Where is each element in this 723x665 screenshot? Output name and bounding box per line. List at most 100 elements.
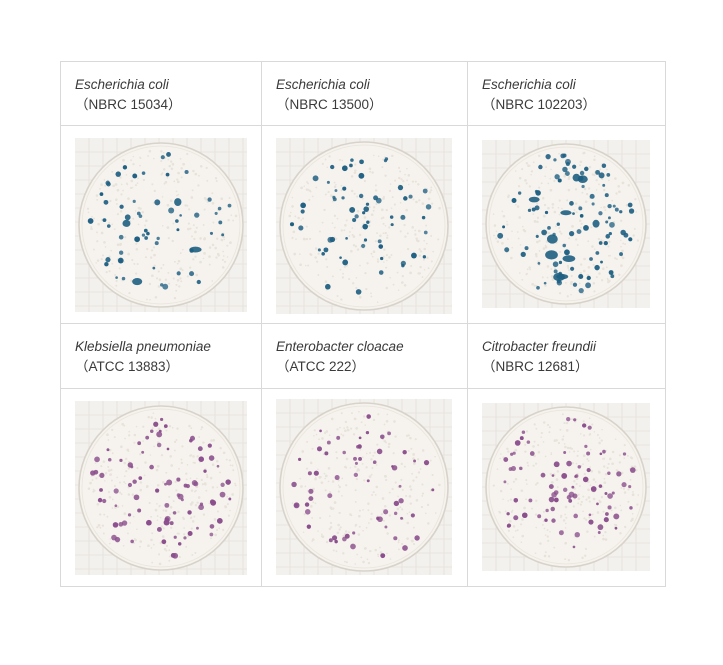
- strain-id: （ATCC 222）: [276, 359, 366, 375]
- colony: [422, 255, 427, 259]
- colony: [556, 222, 560, 227]
- colony: [610, 274, 615, 279]
- colony: [628, 484, 632, 488]
- colony: [228, 497, 232, 500]
- colony: [553, 497, 559, 502]
- colony: [141, 171, 146, 176]
- colony: [589, 257, 593, 261]
- colony: [511, 198, 517, 204]
- colony: [411, 252, 417, 259]
- colony: [154, 199, 161, 206]
- colony: [591, 202, 595, 206]
- colony: [106, 224, 111, 228]
- colony: [553, 158, 557, 162]
- colony: [512, 451, 516, 455]
- colony: [363, 238, 368, 242]
- colony: [327, 492, 333, 498]
- species-name: Citrobacter freundii: [482, 339, 597, 355]
- colony: [137, 440, 142, 445]
- colony: [510, 452, 514, 456]
- culture-plate-image: [482, 402, 650, 571]
- colony: [558, 529, 564, 535]
- colony: [324, 450, 329, 455]
- colony: [535, 234, 539, 239]
- colony: [380, 552, 386, 558]
- colony: [513, 514, 519, 520]
- colony: [506, 511, 510, 516]
- colony: [378, 244, 384, 249]
- colony: [334, 539, 338, 543]
- colony: [156, 236, 160, 241]
- colony: [598, 241, 603, 245]
- colony: [332, 195, 336, 200]
- colony: [176, 477, 181, 482]
- colony: [334, 189, 338, 193]
- colony: [594, 265, 600, 271]
- colony: [553, 460, 560, 467]
- colony: [566, 460, 572, 466]
- colony: [595, 170, 601, 175]
- culture-plate-image: [75, 138, 247, 313]
- plate-image-cell: [60, 125, 262, 325]
- colony: [354, 461, 358, 465]
- colony: [597, 523, 604, 530]
- colony-large: [189, 246, 202, 253]
- colony: [339, 256, 342, 260]
- colony: [180, 497, 184, 501]
- colony: [127, 482, 133, 487]
- colony: [393, 500, 400, 506]
- colony: [113, 487, 119, 494]
- colony: [144, 236, 148, 240]
- colony: [198, 503, 204, 510]
- species-name: Escherichia coli: [482, 77, 576, 92]
- plate-illustration: [276, 138, 452, 315]
- colony: [118, 259, 123, 263]
- colony: [602, 449, 606, 454]
- colony: [548, 483, 554, 489]
- colony: [104, 262, 109, 267]
- colony: [548, 496, 555, 502]
- colony: [323, 247, 329, 253]
- colony: [352, 218, 357, 223]
- colony: [189, 271, 195, 277]
- colony: [99, 487, 103, 492]
- colony: [102, 218, 107, 223]
- colony: [600, 260, 603, 264]
- colony: [566, 416, 571, 421]
- colony: [196, 279, 201, 285]
- colony: [614, 207, 619, 212]
- colony: [164, 502, 170, 508]
- colony: [289, 222, 295, 227]
- colony: [398, 484, 402, 488]
- plate-disc: [279, 401, 449, 572]
- colony: [358, 172, 365, 179]
- colony: [588, 513, 592, 516]
- colony: [361, 243, 366, 249]
- colony: [179, 214, 182, 217]
- colony: [350, 543, 356, 549]
- colony: [543, 281, 547, 285]
- colony: [209, 523, 215, 529]
- colony: [562, 166, 568, 173]
- colony: [349, 207, 356, 214]
- colony: [384, 525, 388, 529]
- colony: [629, 505, 633, 510]
- colony: [502, 225, 506, 229]
- colony: [121, 276, 126, 281]
- strain-id: （NBRC 15034）: [75, 97, 182, 112]
- colony: [581, 184, 585, 189]
- colony: [390, 223, 394, 227]
- colony: [209, 231, 214, 236]
- species-name: Klebsiella pneumoniae: [75, 339, 211, 355]
- colony: [102, 498, 107, 503]
- colony: [94, 456, 100, 462]
- colony-large: [132, 278, 143, 286]
- plate-illustration: [482, 140, 650, 309]
- colony: [377, 239, 382, 244]
- colony: [176, 271, 181, 276]
- strain-id: （NBRC 13500）: [276, 97, 383, 112]
- colony: [291, 481, 297, 487]
- colony: [586, 275, 591, 281]
- colony: [221, 233, 225, 237]
- colony: [572, 212, 575, 216]
